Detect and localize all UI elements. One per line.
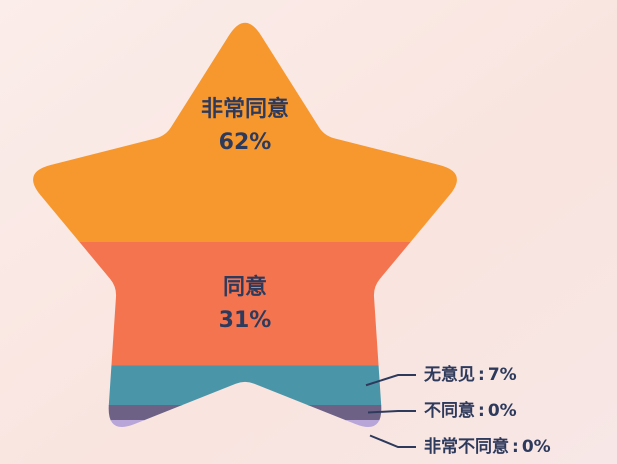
callout-value: 0% — [522, 437, 551, 457]
callout-value: 0% — [488, 401, 517, 421]
callout-separator: : — [512, 437, 519, 457]
segment-category: 非常同意 — [201, 96, 289, 122]
leader-line — [369, 434, 416, 448]
segment-category: 同意 — [223, 274, 267, 300]
callout-category: 无意见 — [423, 364, 475, 385]
callout-label: 非常不同意:0% — [424, 436, 551, 457]
segment-value: 31% — [219, 308, 272, 333]
leader-line — [365, 374, 416, 387]
callout-separator: : — [478, 365, 485, 385]
segment-value: 62% — [219, 130, 272, 155]
callout-category: 非常不同意 — [424, 436, 509, 457]
callout-label: 不同意:0% — [424, 400, 517, 421]
callout-value: 7% — [488, 365, 517, 385]
callout-separator: : — [478, 401, 485, 421]
leader-line — [367, 410, 416, 414]
callout-category: 不同意 — [424, 400, 475, 421]
callout-label: 无意见:7% — [423, 364, 517, 385]
